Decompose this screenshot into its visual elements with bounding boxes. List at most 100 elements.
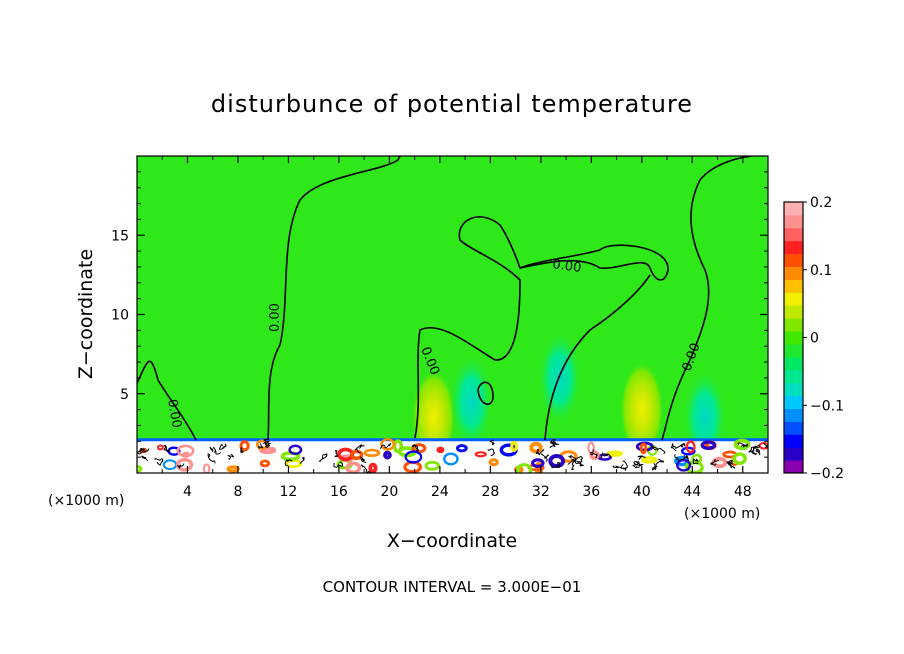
x-tick-label: 16 — [330, 484, 348, 500]
contour-line — [544, 274, 651, 441]
contour-line — [519, 249, 601, 269]
turbulence-contour — [567, 459, 576, 471]
colorbar-swatch — [784, 447, 803, 461]
colorbar-swatch — [784, 395, 803, 409]
turbulence-contour — [632, 461, 641, 469]
x-axis: 4 8 12 16 20 24 28 32 36 40 44 48 — [161, 156, 752, 500]
turbulence-contour — [763, 442, 768, 450]
turbulence-contour — [489, 439, 495, 446]
colorbar-swatch — [784, 408, 803, 422]
turbulence-patch — [641, 456, 658, 464]
colorbar-swatch — [784, 305, 803, 319]
turbulence-patch — [176, 444, 195, 458]
turbulence-patch — [349, 449, 364, 461]
turbulence-patch — [606, 450, 623, 457]
zero-contours — [137, 156, 753, 441]
turbulence-contour — [319, 453, 328, 462]
x-unit-left: (×1000 m) — [48, 493, 124, 509]
turbulence-contour — [751, 450, 758, 456]
contour-interval-note: CONTOUR INTERVAL = 3.000E−01 — [323, 578, 582, 596]
contour-line — [414, 216, 669, 439]
turbulence-contour — [540, 453, 549, 462]
x-tick-label: 24 — [431, 484, 449, 500]
turbulence-patch — [456, 444, 468, 453]
y-axis-label: Z−coordinate — [75, 249, 97, 379]
turbulence-patch — [383, 450, 392, 460]
turbulence-patch — [380, 438, 396, 451]
turbulence-contour — [535, 449, 545, 456]
colorbar-swatch — [784, 343, 803, 358]
colorbar-swatch — [784, 369, 803, 384]
turbulence-contour — [379, 442, 392, 450]
colorbar-swatch — [784, 253, 803, 268]
colorbar: 0.2 0.1 0 −0.1 −0.2 — [783, 195, 844, 482]
turbulence-contour — [637, 455, 646, 460]
y-tick-label: 15 — [111, 228, 129, 244]
turbulence-patch — [259, 446, 277, 454]
colorbar-tick-label: 0.2 — [810, 195, 832, 211]
turbulence-contour — [709, 459, 720, 466]
contour-label: 0.00 — [551, 257, 582, 276]
turbulence-contour — [622, 460, 628, 471]
colorbar-swatch — [784, 292, 803, 306]
turbulence-contour — [213, 446, 221, 455]
colorbar-swatch — [784, 382, 803, 397]
turbulence-patch — [202, 463, 211, 473]
turbulence-contour — [600, 451, 612, 459]
turbulence-patch — [733, 438, 751, 451]
turbulence-patch — [368, 462, 378, 473]
turbulence-contour — [726, 460, 736, 469]
turbulence-patch — [255, 439, 269, 450]
turbulence-patch — [288, 444, 303, 456]
turbulence-contour — [550, 461, 561, 469]
colorbar-tick-label: −0.2 — [810, 466, 844, 482]
turbulence-contour — [263, 438, 271, 448]
turbulence-patch — [239, 440, 250, 452]
x-tick-label: 36 — [582, 484, 600, 500]
turbulence-contour — [360, 456, 367, 463]
plot-field — [137, 156, 768, 473]
x-tick-label: 20 — [380, 484, 398, 500]
colorbar-tick-label: 0.1 — [810, 263, 832, 279]
colorbar-swatch — [784, 460, 803, 474]
turbulence-contour — [333, 461, 344, 468]
turbulence-contour — [240, 447, 245, 454]
turbulence-patch — [529, 441, 543, 454]
turbulence-patch — [175, 457, 194, 472]
anomaly-blob — [537, 329, 582, 426]
turbulence-contour — [154, 458, 164, 466]
y-tick-label: 10 — [111, 308, 129, 324]
colorbar-swatch — [784, 318, 803, 332]
turbulence-contour — [487, 448, 496, 456]
turbulence-contour — [590, 449, 599, 459]
turbulence-patch — [424, 460, 441, 471]
contour-line — [477, 381, 494, 405]
colorbar-swatch — [784, 331, 803, 345]
turbulence-contour — [633, 461, 644, 467]
contour-line — [267, 156, 401, 441]
colorbar-swatch — [784, 356, 803, 371]
turbulence-patch — [732, 452, 747, 466]
turbulence-contour — [755, 448, 761, 456]
x-tick-label: 8 — [233, 484, 242, 500]
y-tick-label: 5 — [120, 387, 129, 403]
colorbar-swatch — [784, 421, 803, 435]
turbulence-contour — [651, 446, 666, 455]
turbulence-contour — [752, 444, 761, 450]
turbulence-contour — [219, 443, 227, 450]
turbulence-contour — [139, 448, 149, 454]
contour-label: 0.00 — [268, 303, 283, 332]
turbulence-patch — [676, 458, 692, 472]
turbulence-patch — [680, 446, 696, 456]
turbulence-contour — [411, 444, 419, 452]
colorbar-swatch — [784, 202, 803, 216]
surface-turbulence-layer — [137, 438, 768, 473]
contour-label: 0.00 — [164, 398, 184, 429]
turbulence-contour — [209, 446, 214, 453]
turbulence-patch — [515, 463, 533, 473]
colorbar-swatch — [784, 240, 803, 255]
x-unit-right: (×1000 m) — [684, 506, 760, 522]
turbulence-contour — [176, 463, 185, 469]
turbulence-contour — [227, 453, 234, 460]
